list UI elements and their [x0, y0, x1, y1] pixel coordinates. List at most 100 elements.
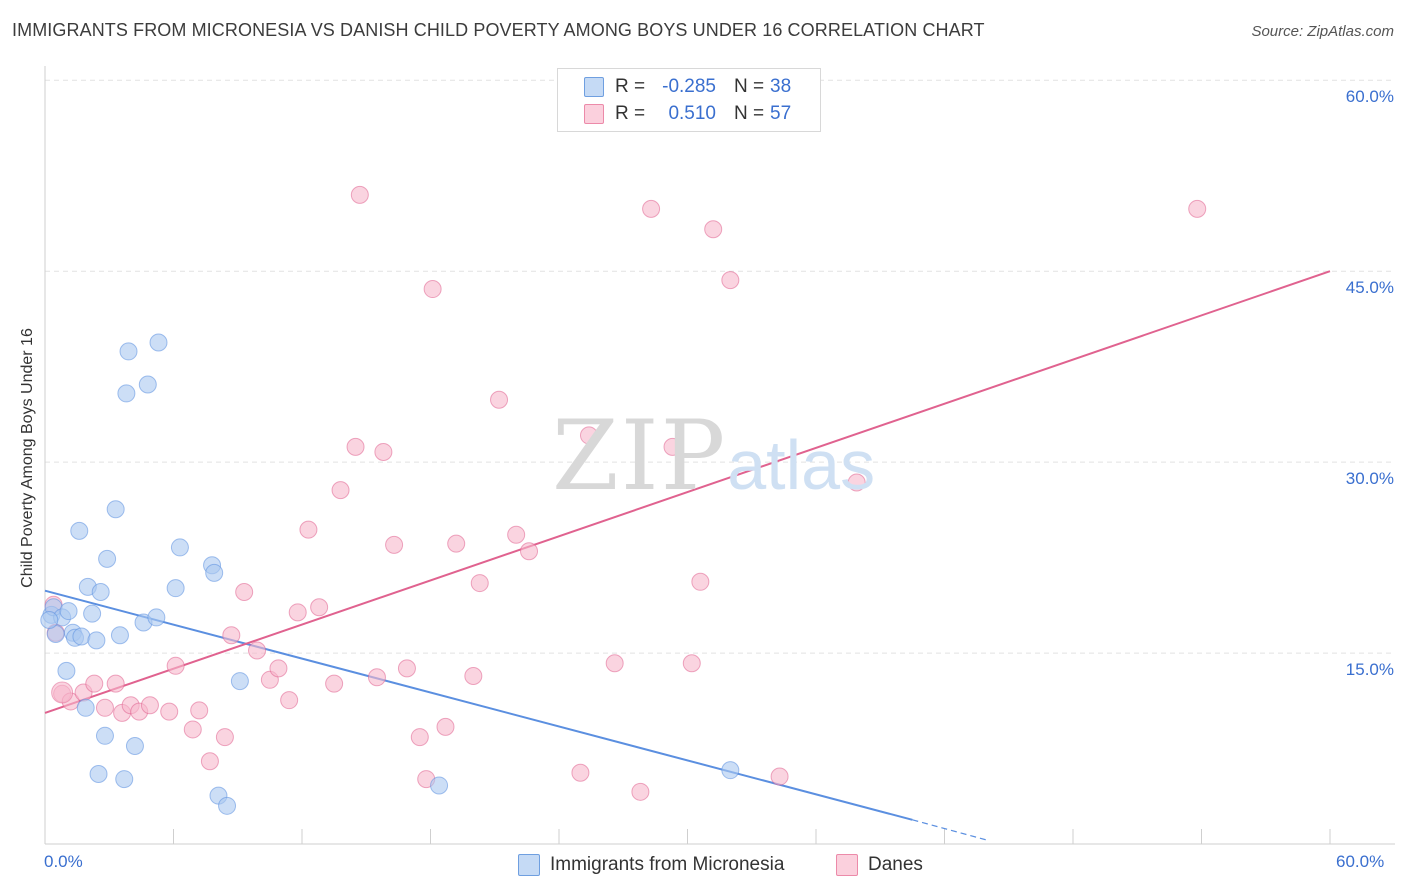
danes-point: [367, 668, 386, 687]
danes-point: [682, 654, 701, 673]
danes-point: [464, 666, 483, 685]
micronesia-point: [119, 342, 138, 361]
micronesia-point: [166, 579, 185, 598]
micronesia-point: [117, 384, 136, 403]
danes-point: [397, 659, 416, 678]
danes-point: [571, 763, 590, 782]
watermark: ZIPatlas: [552, 400, 875, 512]
danes-point: [642, 199, 661, 218]
micronesia-point: [89, 764, 108, 783]
micronesia-point: [98, 549, 117, 568]
micronesia-point: [147, 608, 166, 627]
y-tick-label-30: 30.0%: [1345, 469, 1394, 488]
micronesia-point: [721, 761, 740, 780]
danes-point: [579, 426, 598, 445]
r-value: 0.510: [668, 103, 716, 124]
micronesia-point: [205, 563, 224, 582]
r-label: R =: [615, 103, 646, 124]
y-axis-label: Child Poverty Among Boys Under 16: [19, 328, 36, 588]
n-label: N =: [734, 103, 765, 124]
micronesia-point: [149, 333, 168, 352]
trend-line-micronesia: [44, 589, 913, 821]
danes-point: [215, 728, 234, 747]
legend-swatch-micronesia: [518, 854, 540, 876]
danes-point: [1188, 199, 1207, 218]
micronesia-point: [230, 672, 249, 691]
micronesia-point: [115, 770, 134, 789]
micronesia-point: [70, 521, 89, 540]
danes-point: [95, 698, 114, 717]
x-tick-label-min: 0.0%: [44, 852, 83, 871]
chart-title: IMMIGRANTS FROM MICRONESIA VS DANISH CHI…: [12, 20, 985, 40]
watermark-atlas: atlas: [727, 426, 876, 504]
danes-point: [200, 752, 219, 771]
source-credit: Source: ZipAtlas.com: [1251, 23, 1394, 40]
danes-point: [248, 641, 267, 660]
danes-point: [447, 534, 466, 553]
legend-swatch-danes: [836, 854, 858, 876]
legend-swatch-danes: [584, 104, 604, 124]
danes-point: [470, 574, 489, 593]
y-tick-label-15: 15.0%: [1345, 660, 1394, 679]
danes-point: [325, 674, 344, 693]
danes-point: [605, 654, 624, 673]
danes-point: [299, 520, 318, 539]
micronesia-point: [91, 582, 110, 601]
micronesia-point: [40, 610, 59, 629]
n-value: 57: [770, 103, 792, 124]
danes-point: [235, 582, 254, 601]
danes-point: [374, 442, 393, 461]
x-tick-label-max: 60.0%: [1336, 852, 1385, 871]
data-points: [40, 185, 1207, 815]
danes-point: [847, 473, 866, 492]
danes-point: [423, 280, 442, 299]
micronesia-point: [106, 500, 125, 519]
danes-point: [410, 728, 429, 747]
trend-lines: [44, 270, 1331, 841]
danes-point: [222, 626, 241, 645]
danes-point: [436, 717, 455, 736]
y-tick-label-60: 60.0%: [1345, 87, 1394, 106]
trend-line-extension: [912, 819, 988, 841]
danes-point: [85, 674, 104, 693]
danes-point: [631, 782, 650, 801]
danes-point-large: [51, 681, 74, 704]
danes-point: [190, 701, 209, 720]
micronesia-point: [110, 626, 129, 645]
danes-point: [691, 572, 710, 591]
danes-point: [166, 656, 185, 675]
danes-point: [160, 702, 179, 721]
danes-point: [385, 535, 404, 554]
danes-point: [331, 481, 350, 500]
micronesia-point: [83, 604, 102, 623]
micronesia-point: [87, 631, 106, 650]
danes-point: [721, 271, 740, 290]
micronesia-point: [95, 726, 114, 745]
danes-point: [770, 767, 789, 786]
correlation-legend: R = -0.285 N = 38 R = 0.510 N = 57: [557, 68, 821, 132]
n-value: 38: [770, 76, 792, 97]
n-label: N =: [734, 76, 765, 97]
r-label: R =: [615, 76, 646, 97]
danes-point: [288, 603, 307, 622]
danes-point: [507, 525, 526, 544]
danes-point: [663, 437, 682, 456]
legend-label-micronesia: Immigrants from Micronesia: [550, 854, 785, 875]
danes-point: [140, 696, 159, 715]
y-tick-label-45: 45.0%: [1345, 278, 1394, 297]
micronesia-point: [218, 796, 237, 815]
micronesia-point: [57, 661, 76, 680]
danes-point: [183, 720, 202, 739]
danes-point: [106, 674, 125, 693]
danes-point: [520, 542, 539, 561]
axes: [44, 66, 1395, 845]
trend-line-danes: [44, 270, 1331, 714]
legend-label-danes: Danes: [868, 854, 923, 875]
micronesia-point: [170, 538, 189, 557]
micronesia-point: [125, 736, 144, 755]
danes-point: [310, 598, 329, 617]
micronesia-point: [76, 698, 95, 717]
micronesia-point: [59, 602, 78, 621]
gridlines: [45, 79, 1395, 654]
